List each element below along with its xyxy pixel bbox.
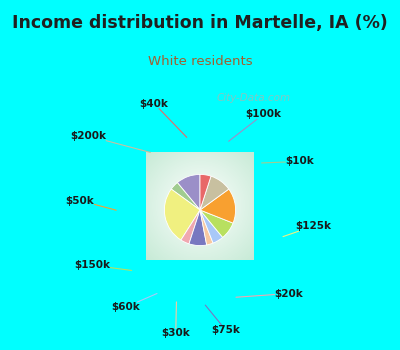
Wedge shape	[171, 183, 200, 210]
Text: $200k: $200k	[70, 131, 150, 153]
Wedge shape	[200, 210, 233, 237]
Text: $100k: $100k	[229, 109, 281, 141]
Wedge shape	[181, 210, 200, 244]
Text: $150k: $150k	[74, 260, 132, 271]
Wedge shape	[200, 189, 236, 223]
Wedge shape	[189, 210, 207, 246]
Wedge shape	[200, 210, 223, 243]
Wedge shape	[200, 210, 213, 245]
Wedge shape	[200, 174, 211, 210]
Text: $20k: $20k	[236, 288, 303, 299]
Text: White residents: White residents	[148, 55, 252, 68]
Text: $10k: $10k	[262, 156, 314, 167]
Text: $40k: $40k	[140, 99, 187, 137]
Text: $30k: $30k	[161, 302, 190, 338]
Text: $75k: $75k	[205, 305, 240, 335]
Text: Income distribution in Martelle, IA (%): Income distribution in Martelle, IA (%)	[12, 14, 388, 32]
Wedge shape	[164, 189, 200, 240]
Text: City-Data.com: City-Data.com	[217, 93, 291, 103]
Wedge shape	[177, 174, 200, 210]
Text: $50k: $50k	[66, 196, 116, 210]
Wedge shape	[200, 176, 229, 210]
Text: $125k: $125k	[283, 221, 331, 237]
Text: $60k: $60k	[112, 294, 157, 312]
